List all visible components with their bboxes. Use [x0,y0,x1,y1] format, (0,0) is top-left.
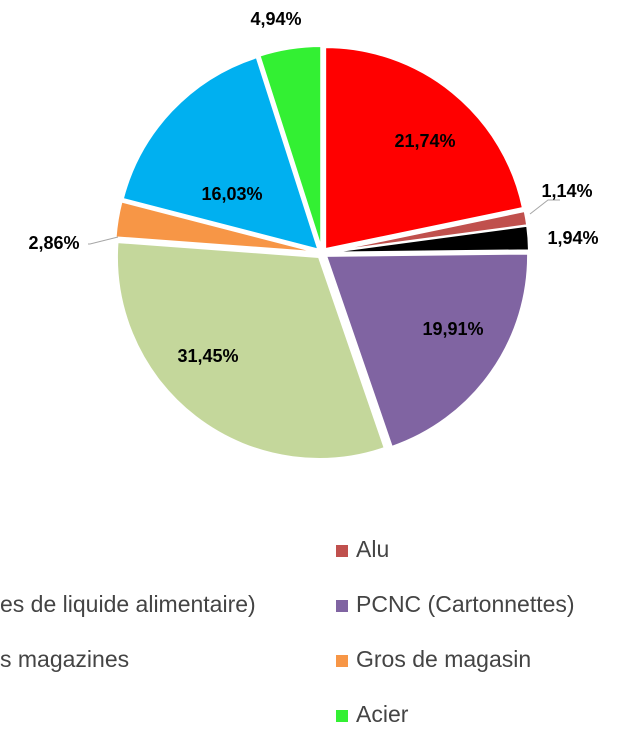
data-label: 1,14% [541,181,592,201]
pie-slice [324,252,530,449]
data-label: 19,91% [422,319,483,339]
pie-slice [115,241,386,460]
data-label: 21,74% [394,131,455,151]
data-label: 4,94% [250,9,301,29]
leader-line [88,236,119,245]
data-label: 16,03% [201,184,262,204]
data-label: 1,94% [547,228,598,248]
pie-slice [258,45,323,249]
legend-marker [336,545,348,557]
pie-slice [326,224,530,254]
legend-label: s magazines [0,646,129,672]
data-label: 2,86% [28,233,79,253]
legend-label: es de liquide alimentaire) [0,591,256,617]
leader-line [529,199,560,215]
legend-marker [336,710,348,722]
legend-label: Alu [356,536,389,562]
data-label: 31,45% [177,346,238,366]
legend-marker [336,600,348,612]
legend-marker [336,655,348,667]
legend-label: Gros de magasin [356,646,531,672]
pie-slice [324,46,525,251]
pie-slice [121,55,320,251]
legend-label: PCNC (Cartonnettes) [356,591,575,617]
legend-label: Acier [356,701,409,727]
